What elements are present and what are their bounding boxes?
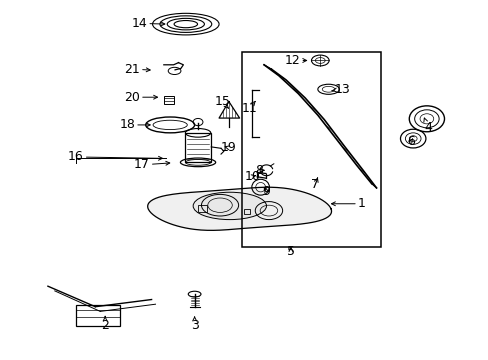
Text: 13: 13 xyxy=(331,83,349,96)
Text: 15: 15 xyxy=(214,95,230,108)
Text: 7: 7 xyxy=(311,178,319,191)
Text: 6: 6 xyxy=(406,135,414,148)
Text: 16: 16 xyxy=(68,150,162,163)
Text: 18: 18 xyxy=(119,118,150,131)
Text: 14: 14 xyxy=(131,17,164,30)
Polygon shape xyxy=(219,102,239,118)
Text: 9: 9 xyxy=(262,185,270,198)
Ellipse shape xyxy=(193,192,266,220)
Bar xyxy=(185,133,210,162)
Text: 8: 8 xyxy=(255,164,264,177)
Text: 11: 11 xyxy=(241,102,257,114)
Text: 19: 19 xyxy=(220,141,236,154)
Bar xyxy=(76,305,120,326)
Bar xyxy=(198,205,206,212)
Text: 5: 5 xyxy=(286,245,294,258)
Text: 10: 10 xyxy=(244,170,260,183)
Bar xyxy=(244,209,250,214)
Text: 21: 21 xyxy=(124,63,150,76)
Polygon shape xyxy=(147,187,331,230)
Bar xyxy=(242,52,381,247)
Text: 1: 1 xyxy=(331,197,365,210)
Text: 4: 4 xyxy=(423,118,431,134)
Text: 20: 20 xyxy=(124,91,157,104)
Text: 17: 17 xyxy=(134,158,169,171)
Bar xyxy=(163,96,173,104)
Text: 2: 2 xyxy=(101,316,109,332)
Text: 3: 3 xyxy=(190,316,198,332)
Text: 12: 12 xyxy=(284,54,306,67)
